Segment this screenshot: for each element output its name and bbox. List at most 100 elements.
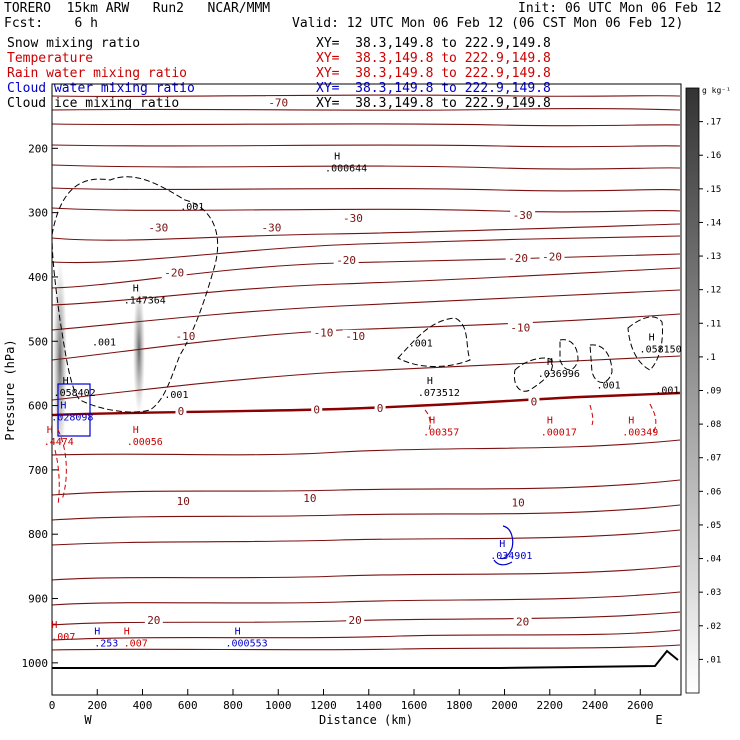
- colorbar-tick-label: .12: [705, 286, 721, 296]
- temperature-contour-label: 10: [511, 496, 524, 509]
- temperature-contour-label: -30: [513, 209, 533, 222]
- maximum-value: .036996: [538, 369, 580, 380]
- maximum-marker: H: [94, 626, 100, 637]
- colorbar-tick-label: .13: [705, 252, 721, 262]
- temperature-label-bg: [172, 329, 198, 342]
- model-title: TORERO 15km ARW Run2 NCAR/MMM: [4, 1, 271, 16]
- maximum-marker: H: [429, 415, 435, 426]
- colorbar-tick-label: .17: [705, 118, 721, 128]
- temperature-label-bg: [509, 496, 528, 509]
- field-xy-cloud-water: XY= 38.3,149.8 to 222.9,149.8: [316, 81, 551, 96]
- temperature-contour-label: 0: [313, 404, 320, 417]
- temperature-contour-label: -10: [510, 321, 530, 334]
- maximum-value: .00017: [541, 427, 577, 438]
- colorbar-tick-label: .15: [705, 185, 721, 195]
- cloud-water-contours: [57, 383, 514, 566]
- temperature-contour-label: 0: [178, 405, 185, 418]
- west-label: W: [84, 713, 92, 727]
- temperature-contour-label: 10: [303, 492, 316, 505]
- maximum-value: .034901: [490, 551, 532, 562]
- colorbar-tick-label: .03: [705, 588, 721, 598]
- maximum-value: .073512: [418, 388, 460, 399]
- temperature-contour-label: -20: [336, 254, 356, 267]
- temperature-contour-label: -10: [345, 330, 365, 343]
- temperature-label-bg: [311, 326, 337, 339]
- colorbar-tick-label: .16: [705, 151, 721, 161]
- y-tick-label: 600: [28, 400, 48, 413]
- colorbar-ticks: .01 .02 .03 .04 .05 .06 .07 .08 .09 .1 .11 .12 .13 .1…: [699, 118, 721, 665]
- colorbar-tick-label: .08: [705, 420, 721, 430]
- cloud-contour-label: .001: [164, 390, 188, 401]
- field-xy-cloud-ice: XY= 38.3,149.8 to 222.9,149.8: [316, 96, 551, 111]
- x-tick-label: 1400: [356, 699, 383, 712]
- temperature-label-bg: [507, 321, 533, 334]
- maximum-value: .058402: [54, 388, 96, 399]
- snow-shading-west: [53, 260, 67, 460]
- maximum-marker: H: [628, 415, 634, 426]
- maximum-labels: H.000644H.147364H.058150H.036996H.073512…: [44, 152, 682, 650]
- x-tick-label: 2200: [537, 699, 564, 712]
- x-tick-label: 2400: [582, 699, 609, 712]
- field-name-rain: Rain water mixing ratio: [7, 66, 188, 81]
- maximum-value: .028098: [51, 413, 93, 424]
- cloud-contour-label: .001: [92, 337, 116, 348]
- maximum-marker: H: [133, 425, 139, 436]
- cloud-contour-label: .001: [409, 339, 433, 350]
- cloud-contour-labels: .001 .001 .001 .001 .001 .001: [92, 202, 679, 401]
- x-tick-label: 600: [178, 699, 198, 712]
- colorbar-tick-label: .14: [705, 218, 721, 228]
- x-tick-label: 200: [87, 699, 107, 712]
- colorbar-tick-label: .09: [705, 387, 721, 397]
- temperature-label-bg: [174, 495, 193, 508]
- temperature-contour-label: -20: [508, 252, 528, 265]
- temperature-contour-label: -30: [262, 222, 282, 235]
- temperature-contour-label: 10: [177, 495, 190, 508]
- temperature-contours: [51, 94, 681, 651]
- maximum-value: .00056: [127, 437, 163, 448]
- maximum-value: .00357: [423, 427, 459, 438]
- cloud-contour-label: .001: [655, 386, 679, 397]
- field-name-cloud-ice: Cloud ice mixing ratio: [7, 96, 180, 111]
- maximum-value: .147364: [124, 295, 166, 306]
- temperature-contour-label: 20: [349, 614, 362, 627]
- temperature-contour-label: -20: [164, 267, 184, 280]
- temperature-contour-label: -30: [343, 212, 363, 225]
- maximum-value: .253: [94, 638, 118, 649]
- cloud-contour-label: .001: [180, 202, 204, 213]
- maximum-value: .4474: [44, 437, 74, 448]
- temperature-contour-label: -30: [148, 222, 168, 235]
- maximum-marker: H: [133, 283, 139, 294]
- temperature-label-bg: [374, 401, 386, 414]
- temperature-contour-label: 20: [516, 615, 529, 628]
- plot-frame: [51, 83, 682, 696]
- maximum-value: .000644: [325, 164, 367, 175]
- maximum-value: .007: [51, 632, 75, 643]
- field-xy-temperature: XY= 38.3,149.8 to 222.9,149.8: [316, 51, 551, 66]
- field-xy-rain: XY= 38.3,149.8 to 222.9,149.8: [316, 66, 551, 81]
- temperature-contour-label: -10: [314, 327, 334, 340]
- maximum-marker: H: [427, 376, 433, 387]
- colorbar-tick-label: .01: [705, 655, 721, 665]
- maximum-value: .00349: [622, 427, 658, 438]
- rain-water-contours: [54, 403, 657, 506]
- maximum-marker: H: [124, 626, 130, 637]
- temperature-label-bg: [346, 614, 365, 627]
- maximum-value: .007: [124, 638, 148, 649]
- temperature-contour-label: -20: [542, 251, 562, 264]
- temperature-label-bg: [528, 395, 540, 408]
- maximum-marker: H: [547, 357, 553, 368]
- field-name-snow: Snow mixing ratio: [7, 36, 141, 51]
- maximum-marker: H: [51, 620, 57, 631]
- x-tick-label: 1600: [401, 699, 428, 712]
- temperature-contour-label: -70: [268, 96, 288, 109]
- colorbar-tick-label: .05: [705, 521, 721, 531]
- x-tick-label: 400: [133, 699, 153, 712]
- temperature-label-bg: [340, 212, 366, 225]
- zero-degree-isotherm: [51, 391, 681, 417]
- y-tick-label: 200: [28, 142, 48, 155]
- y-tick-label: 800: [28, 528, 48, 541]
- maximum-marker: H: [334, 152, 340, 163]
- east-label: E: [655, 713, 662, 727]
- colorbar-tick-label: .07: [705, 454, 721, 464]
